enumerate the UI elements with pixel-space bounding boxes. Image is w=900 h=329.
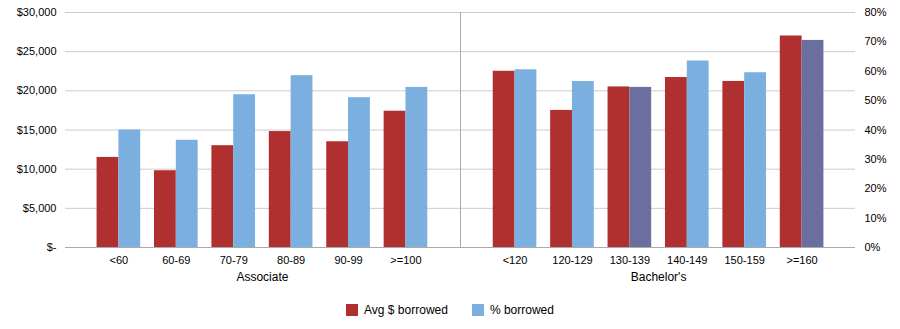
svg-text:>=160: >=160: [787, 254, 818, 266]
svg-text:40%: 40%: [865, 124, 887, 136]
svg-text:$15,000: $15,000: [17, 124, 57, 136]
svg-text:$10,000: $10,000: [17, 163, 57, 175]
svg-text:20%: 20%: [865, 182, 887, 194]
svg-text:140-149: 140-149: [667, 254, 707, 266]
svg-text:$30,000: $30,000: [17, 6, 57, 18]
svg-text:<120: <120: [503, 254, 528, 266]
svg-text:Associate: Associate: [236, 270, 288, 284]
svg-text:60-69: 60-69: [162, 254, 190, 266]
svg-text:<60: <60: [110, 254, 129, 266]
svg-text:30%: 30%: [865, 153, 887, 165]
svg-text:130-139: 130-139: [610, 254, 650, 266]
svg-text:120-129: 120-129: [552, 254, 592, 266]
svg-text:150-159: 150-159: [725, 254, 765, 266]
svg-text:80-89: 80-89: [277, 254, 305, 266]
svg-text:0%: 0%: [865, 241, 881, 253]
svg-text:90-99: 90-99: [334, 254, 362, 266]
svg-text:$25,000: $25,000: [17, 45, 57, 57]
svg-text:70-79: 70-79: [220, 254, 248, 266]
svg-text:60%: 60%: [865, 65, 887, 77]
html-text:Avg $ borrowed: Avg $ borrowed: [364, 303, 448, 317]
svg-text:80%: 80%: [865, 6, 887, 18]
svg-text:>=100: >=100: [390, 254, 421, 266]
svg-text:10%: 10%: [865, 212, 887, 224]
svg-text:70%: 70%: [865, 35, 887, 47]
svg-text:$-: $-: [47, 241, 57, 253]
html-text:% borrowed: % borrowed: [489, 303, 554, 317]
svg-text:$5,000: $5,000: [23, 202, 57, 214]
svg-text:$20,000: $20,000: [17, 84, 57, 96]
svg-text:Bachelor's: Bachelor's: [631, 270, 687, 284]
svg-text:50%: 50%: [865, 94, 887, 106]
